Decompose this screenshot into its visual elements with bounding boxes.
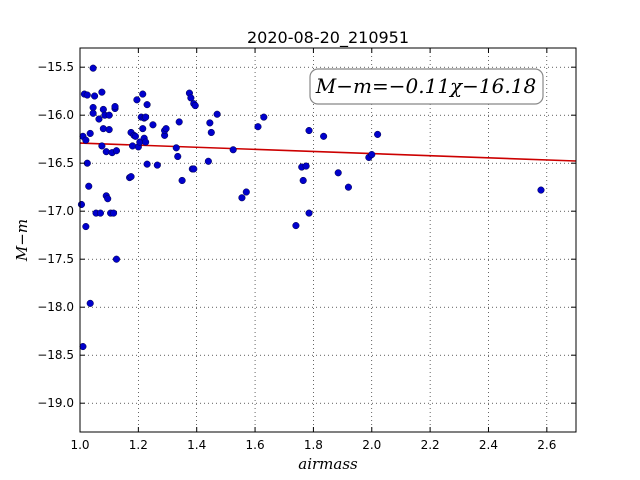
- data-point: [153, 161, 161, 169]
- data-point: [213, 110, 221, 118]
- x-tick-label: 1.8: [304, 438, 323, 452]
- data-point: [302, 162, 310, 170]
- y-tick-label: −16.0: [37, 108, 74, 122]
- data-point: [128, 142, 137, 150]
- fit-line: [79, 142, 577, 162]
- data-point: [86, 129, 94, 137]
- data-point: [112, 147, 121, 155]
- data-point: [143, 160, 151, 168]
- data-point: [374, 130, 382, 138]
- data-point: [254, 123, 262, 131]
- data-point: [112, 255, 121, 263]
- axis-ticks: 1.0 1.2 1.4 1.6 1.8 2.0 2.2 2.4 2.6 −15.5 −16.0 −16…: [37, 48, 576, 452]
- data-point: [96, 209, 104, 217]
- data-point: [82, 223, 90, 231]
- data-point: [98, 88, 106, 96]
- data-point: [178, 176, 186, 185]
- data-point: [242, 188, 250, 196]
- data-point: [162, 125, 170, 133]
- data-point: [175, 118, 183, 126]
- data-point: [110, 209, 118, 217]
- y-tick-label: −18.0: [37, 300, 74, 314]
- data-point: [207, 128, 215, 137]
- data-point: [131, 132, 139, 140]
- x-tick-label: 1.2: [129, 438, 148, 452]
- data-point: [320, 132, 328, 140]
- data-point: [368, 151, 376, 159]
- data-point: [305, 127, 313, 135]
- fit-equation-frame: [309, 68, 544, 105]
- x-axis-label: airmass: [298, 455, 358, 473]
- data-point: [142, 113, 150, 121]
- fit-equation: M−m=−0.11χ−16.18: [315, 74, 536, 98]
- data-point: [143, 101, 151, 109]
- fit-line-layer: [79, 142, 577, 162]
- x-tick-label: 1.6: [246, 438, 265, 452]
- y-axis-label: M−m: [13, 219, 31, 262]
- data-point: [229, 146, 237, 154]
- x-tick-label: 2.2: [421, 438, 440, 452]
- data-point: [102, 148, 110, 156]
- data-points: [77, 64, 545, 351]
- data-point: [204, 157, 212, 165]
- x-tick-label: 1.0: [70, 438, 89, 452]
- data-point: [344, 183, 352, 191]
- data-point: [260, 113, 268, 121]
- data-point: [139, 90, 147, 98]
- data-point: [238, 194, 246, 202]
- y-tick-label: −19.0: [37, 396, 74, 410]
- data-point: [89, 64, 97, 72]
- data-point: [133, 96, 141, 104]
- x-tick-label: 2.4: [479, 438, 498, 452]
- data-point: [142, 138, 150, 146]
- data-point: [334, 169, 342, 177]
- data-point: [98, 142, 106, 150]
- data-point: [190, 165, 198, 173]
- data-point: [86, 299, 94, 307]
- x-tick-label: 2.0: [362, 438, 381, 452]
- data-point: [299, 176, 307, 185]
- data-point: [305, 209, 313, 217]
- y-tick-label: −16.5: [37, 156, 74, 170]
- plot-frame: [79, 47, 577, 433]
- x-tick-label: 1.4: [187, 438, 206, 452]
- data-point: [85, 182, 93, 190]
- y-tick-label: −18.5: [37, 348, 74, 362]
- chart-title: 2020-08-20_210951: [247, 28, 409, 48]
- data-point: [127, 173, 135, 181]
- data-point: [191, 102, 199, 110]
- data-point: [537, 186, 545, 194]
- data-point: [83, 91, 91, 99]
- data-point: [292, 222, 300, 230]
- y-tick-label: −17.5: [37, 252, 74, 266]
- data-point: [89, 109, 97, 117]
- data-point: [99, 125, 107, 133]
- data-point: [82, 136, 90, 144]
- data-point: [104, 195, 112, 203]
- data-point: [149, 121, 157, 129]
- data-point: [174, 152, 182, 161]
- data-point: [111, 103, 119, 111]
- y-tick-label: −17.0: [37, 204, 74, 218]
- data-point: [79, 343, 87, 351]
- x-tick-label: 2.6: [537, 438, 556, 452]
- data-point: [139, 125, 147, 133]
- data-point: [99, 105, 107, 113]
- y-tick-label: −15.5: [37, 60, 74, 74]
- data-point: [95, 115, 103, 123]
- data-point: [172, 144, 180, 152]
- grid: [80, 48, 576, 432]
- data-point: [77, 200, 86, 209]
- data-point: [105, 111, 113, 119]
- data-point: [105, 126, 113, 134]
- fit-equation-box: M−m=−0.11χ−16.18: [309, 68, 544, 105]
- data-point: [91, 92, 99, 100]
- data-point: [206, 119, 214, 127]
- data-point: [187, 94, 195, 102]
